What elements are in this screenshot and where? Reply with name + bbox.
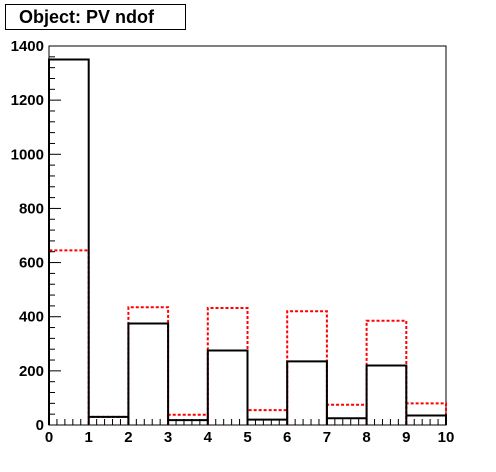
histogram-title: Object: PV ndof [5, 4, 186, 30]
x-tick-label: 1 [85, 429, 93, 446]
y-tick-label: 600 [19, 255, 44, 272]
axes: 0 1 2 3 4 5 6 7 8 9 10 0 200 400 600 800 1000 1200 1400 [11, 38, 455, 446]
y-tick-label: 200 [19, 363, 44, 380]
y-tick-label: 1200 [11, 92, 44, 109]
y-tick-label: 0 [36, 417, 44, 434]
x-tick-label: 9 [402, 429, 410, 446]
x-tick-label: 2 [124, 429, 132, 446]
x-tick-label: 6 [283, 429, 291, 446]
y-tick-label: 800 [19, 200, 44, 217]
x-tick-label: 4 [204, 429, 213, 446]
x-tick-label: 7 [323, 429, 331, 446]
x-tick-label: 8 [362, 429, 370, 446]
y-tick-label: 400 [19, 309, 44, 326]
x-tick-label: 0 [45, 429, 53, 446]
y-tick-label: 1000 [11, 146, 44, 163]
x-tick-label: 3 [164, 429, 172, 446]
x-tick-label: 5 [243, 429, 251, 446]
x-tick-label: 10 [438, 429, 455, 446]
y-tick-label: 1400 [11, 38, 44, 55]
